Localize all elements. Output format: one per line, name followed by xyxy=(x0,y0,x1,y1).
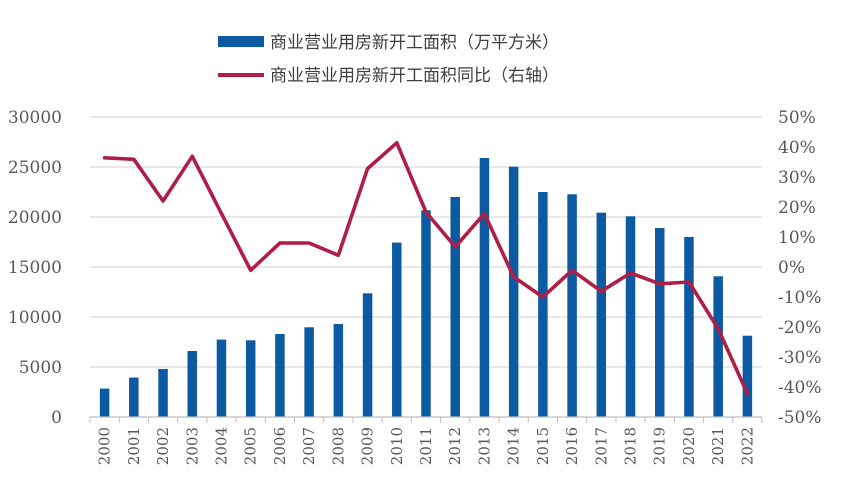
x-tick-label: 2010 xyxy=(388,427,406,465)
bars xyxy=(100,158,752,417)
x-tick-label: 2004 xyxy=(212,427,230,465)
legend-label-bar: 商业营业用房新开工面积（万平方米） xyxy=(270,33,559,53)
x-tick-label: 2008 xyxy=(329,427,347,465)
x-tick-label: 2020 xyxy=(680,427,698,465)
x-tick-label: 2012 xyxy=(446,427,464,465)
bar-2013 xyxy=(480,158,490,417)
x-tick-label: 2022 xyxy=(738,427,756,465)
left-tick-label: 0 xyxy=(51,408,62,428)
x-tick-label: 2018 xyxy=(622,427,640,465)
right-tick-label: 10% xyxy=(778,228,816,248)
right-tick-label: -20% xyxy=(778,318,822,338)
right-tick-label: 50% xyxy=(778,108,816,128)
x-tick-label: 2011 xyxy=(417,427,435,465)
bar-2017 xyxy=(597,213,607,417)
x-tick-label: 2015 xyxy=(534,427,552,465)
bar-2003 xyxy=(188,351,198,417)
x-tick-label: 2014 xyxy=(505,427,523,465)
right-tick-label: 30% xyxy=(778,168,816,188)
legend: 商业营业用房新开工面积（万平方米） 商业营业用房新开工面积同比（右轴） xyxy=(218,33,559,86)
bar-2000 xyxy=(100,389,110,417)
right-tick-label: -50% xyxy=(778,408,822,428)
x-tick-label: 2013 xyxy=(475,427,493,465)
bar-2010 xyxy=(392,243,402,417)
x-tick-label: 2002 xyxy=(154,427,172,465)
bar-2014 xyxy=(509,167,519,417)
left-tick-label: 20000 xyxy=(8,208,62,228)
bar-2004 xyxy=(217,340,227,417)
bar-2007 xyxy=(304,327,314,417)
legend-swatch-bar xyxy=(218,36,264,47)
bar-2015 xyxy=(538,192,548,417)
x-tick-label: 2000 xyxy=(96,427,114,465)
bar-2018 xyxy=(626,216,636,417)
x-tick-label: 2016 xyxy=(563,427,581,465)
bar-2001 xyxy=(129,378,139,417)
bar-2016 xyxy=(567,194,577,417)
x-tick-label: 2003 xyxy=(183,427,201,465)
x-tick-label: 2009 xyxy=(359,427,377,465)
right-tick-label: -30% xyxy=(778,348,822,368)
x-tick-label: 2007 xyxy=(300,427,318,465)
x-tick-label: 2021 xyxy=(709,427,727,465)
right-tick-label: 20% xyxy=(778,198,816,218)
bar-2012 xyxy=(450,197,460,417)
bar-2021 xyxy=(713,276,723,417)
x-tick-label: 2001 xyxy=(125,427,143,465)
bar-2002 xyxy=(158,369,168,417)
x-tick-label: 2017 xyxy=(592,427,610,465)
bar-2009 xyxy=(363,293,373,417)
left-tick-label: 15000 xyxy=(8,258,62,278)
left-tick-label: 30000 xyxy=(8,108,62,128)
left-tick-label: 10000 xyxy=(8,308,62,328)
x-tick-label: 2019 xyxy=(651,427,669,465)
bar-2020 xyxy=(684,237,694,417)
bar-2008 xyxy=(334,324,344,417)
right-tick-label: 0% xyxy=(778,258,805,278)
x-tick-label: 2006 xyxy=(271,427,289,465)
bar-2019 xyxy=(655,228,665,417)
x-tick-label: 2005 xyxy=(242,427,260,465)
bar-2022 xyxy=(743,336,753,417)
right-tick-label: -40% xyxy=(778,378,822,398)
left-tick-label: 25000 xyxy=(8,158,62,178)
right-tick-label: 40% xyxy=(778,138,816,158)
bar-2006 xyxy=(275,334,285,417)
legend-label-line: 商业营业用房新开工面积同比（右轴） xyxy=(270,66,559,86)
right-tick-label: -10% xyxy=(778,288,822,308)
bar-2011 xyxy=(421,210,431,417)
left-tick-label: 5000 xyxy=(19,358,62,378)
bar-2005 xyxy=(246,340,256,417)
